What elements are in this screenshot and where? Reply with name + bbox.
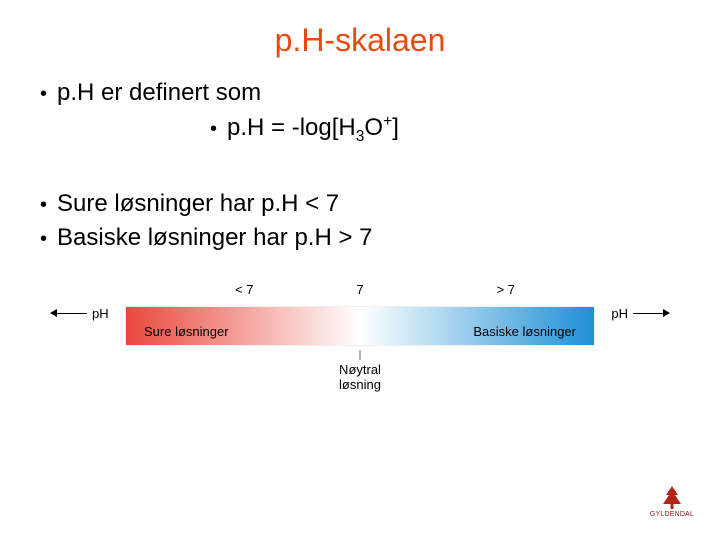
axis-label-7: 7 bbox=[356, 282, 363, 297]
bar-basic: Basiske løsninger bbox=[360, 307, 594, 345]
ph-label-right: pH bbox=[611, 306, 628, 321]
bullet-4: • Basiske løsninger har p.H > 7 bbox=[40, 224, 680, 252]
bullet-dot: • bbox=[40, 194, 47, 217]
axis-label-gt7: > 7 bbox=[497, 282, 515, 297]
bar-label-acidic: Sure løsninger bbox=[144, 324, 229, 339]
axis-tick-labels: < 7 7 > 7 bbox=[50, 282, 670, 302]
bullet-2-text: p.H = -log[H3O+] bbox=[227, 113, 399, 146]
ph-arrow-right: pH bbox=[606, 306, 670, 321]
arrow-line bbox=[57, 313, 87, 314]
neutral-line2: løsning bbox=[339, 377, 381, 392]
bullet-1: • p.H er definert som bbox=[40, 79, 680, 107]
publisher-name: GYLDENDAL bbox=[650, 511, 694, 518]
bullet-dot: • bbox=[210, 118, 217, 141]
arrow-head-right-icon bbox=[663, 309, 670, 317]
bar-acidic: Sure løsninger bbox=[126, 307, 360, 345]
arrow-head-left-icon bbox=[50, 309, 57, 317]
formula-suffix: ] bbox=[392, 114, 399, 141]
bullet-1-text: p.H er definert som bbox=[57, 79, 261, 107]
ph-scale-diagram: < 7 7 > 7 pH Sure løsninger Basiske løsn… bbox=[50, 282, 670, 412]
neutral-label: Nøytral løsning bbox=[339, 363, 381, 393]
axis-label-lt7: < 7 bbox=[235, 282, 253, 297]
publisher-logo: GYLDENDAL bbox=[642, 486, 702, 526]
bullet-dot: • bbox=[40, 228, 47, 251]
neutral-tick bbox=[360, 350, 361, 360]
axis-arrows-row: pH Sure løsninger Basiske løsninger Nøyt… bbox=[50, 304, 670, 324]
arrow-line bbox=[633, 313, 663, 314]
ph-label-left: pH bbox=[92, 306, 109, 321]
bullet-dot: • bbox=[40, 83, 47, 106]
bullet-4-text: Basiske løsninger har p.H > 7 bbox=[57, 224, 372, 252]
tree-icon bbox=[661, 486, 683, 510]
bar-label-basic: Basiske løsninger bbox=[473, 324, 576, 339]
bullet-2: • p.H = -log[H3O+] bbox=[40, 113, 680, 146]
ph-gradient-bar: Sure løsninger Basiske løsninger Nøytral… bbox=[125, 306, 595, 346]
formula-mid: O bbox=[364, 114, 383, 141]
formula-prefix: p.H = -log[H bbox=[227, 114, 356, 141]
page-title: p.H-skalaen bbox=[0, 0, 720, 79]
bullet-3-text: Sure løsninger har p.H < 7 bbox=[57, 190, 339, 218]
bullet-3: • Sure løsninger har p.H < 7 bbox=[40, 190, 680, 218]
neutral-line1: Nøytral bbox=[339, 362, 381, 377]
slide-content: • p.H er definert som • p.H = -log[H3O+]… bbox=[0, 79, 720, 252]
formula-sup: + bbox=[383, 113, 392, 130]
ph-arrow-left: pH bbox=[50, 306, 114, 321]
